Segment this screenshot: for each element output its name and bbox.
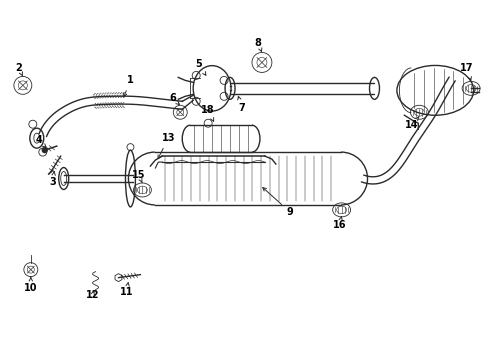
Text: 8: 8 <box>254 37 261 51</box>
Text: 9: 9 <box>262 188 293 217</box>
Text: 14: 14 <box>404 117 418 130</box>
Text: 10: 10 <box>24 277 38 293</box>
Text: 5: 5 <box>194 59 205 75</box>
Text: 7: 7 <box>237 96 245 113</box>
Text: 1: 1 <box>123 75 134 97</box>
Text: 4: 4 <box>35 135 46 147</box>
Text: 11: 11 <box>120 283 133 297</box>
Text: 12: 12 <box>86 289 99 300</box>
Text: 3: 3 <box>49 171 56 187</box>
Circle shape <box>42 148 47 153</box>
Text: 15: 15 <box>131 170 145 183</box>
Text: 2: 2 <box>16 63 23 76</box>
Text: 18: 18 <box>201 105 215 121</box>
Text: 6: 6 <box>168 93 179 104</box>
Text: 13: 13 <box>158 133 175 159</box>
Text: 17: 17 <box>459 63 473 80</box>
Text: 16: 16 <box>332 217 346 230</box>
